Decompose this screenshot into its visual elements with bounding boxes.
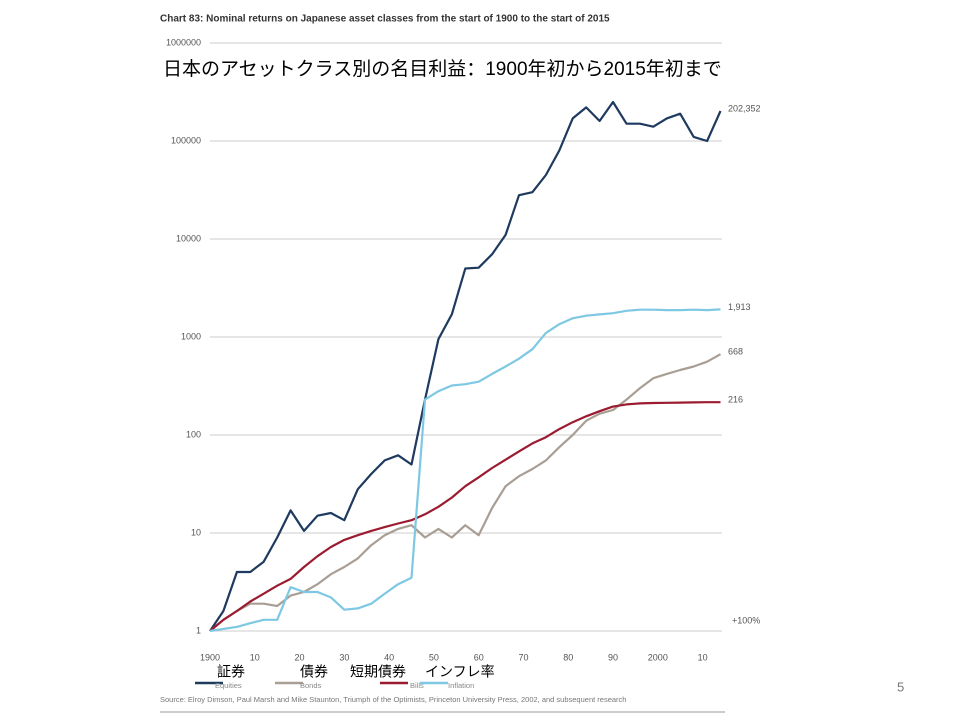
page-number: 5	[897, 679, 904, 694]
series-line	[209, 308, 721, 633]
x-tick-label: 60	[474, 652, 484, 662]
end-label: 668	[728, 347, 743, 357]
y-tick-label: 100000	[171, 135, 201, 145]
x-tick-label: 90	[608, 652, 618, 662]
slide-subtitle: 日本のアセットクラス別の名目利益：1900年初から2015年初まで	[163, 58, 722, 80]
legend-overlay: 証券	[217, 664, 245, 680]
legend-label: Inflation	[448, 681, 474, 690]
x-tick-label: 10	[698, 652, 708, 662]
legend-label: Bills	[410, 681, 424, 690]
end-label: 1,913	[728, 302, 751, 312]
end-label: 216	[728, 395, 743, 405]
x-tick-label: 20	[295, 652, 305, 662]
chart-title: Chart 83: Nominal returns on Japanese as…	[160, 14, 610, 25]
source: Source: Elroy Dimson, Paul Marsh and Mik…	[160, 695, 626, 704]
x-tick-label: 40	[384, 652, 394, 662]
legend-overlay: 債券	[300, 664, 328, 680]
series-line	[209, 100, 722, 632]
x-tick-label: 10	[250, 652, 260, 662]
x-tick-label: 30	[339, 652, 349, 662]
y-tick-label: 100	[186, 429, 201, 439]
series-line	[209, 401, 721, 632]
legend-overlay: 短期債券	[350, 664, 406, 680]
legend-label: Equities	[215, 681, 242, 690]
y-tick-label: 10000	[176, 233, 201, 243]
end-label: 202,352	[728, 103, 761, 113]
x-tick-label: 70	[518, 652, 528, 662]
legend-overlay: インフレ率	[425, 664, 495, 680]
legend-label: Bonds	[300, 681, 322, 690]
y-tick-label: 10	[191, 527, 201, 537]
x-tick-label: 1900	[200, 652, 220, 662]
annotation: +100%	[732, 615, 760, 625]
x-tick-label: 80	[563, 652, 573, 662]
x-tick-label: 2000	[648, 652, 668, 662]
y-tick-label: 1	[196, 625, 201, 635]
series-line	[209, 353, 722, 632]
y-tick-label: 1000	[181, 331, 201, 341]
x-tick-label: 50	[429, 652, 439, 662]
y-tick-label: 1000000	[166, 37, 201, 47]
